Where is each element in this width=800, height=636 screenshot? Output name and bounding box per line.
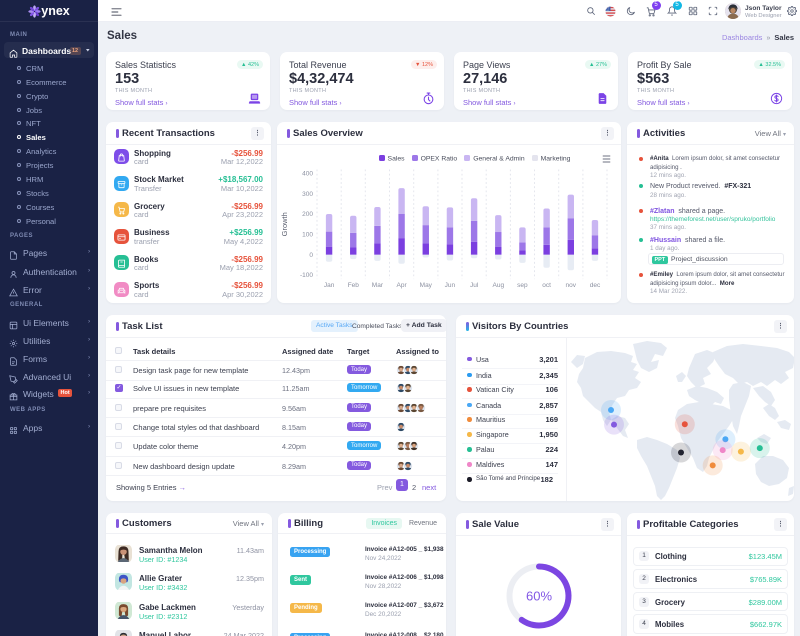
svg-text:nov: nov — [566, 282, 577, 289]
svg-text:dec: dec — [590, 282, 601, 289]
svg-text:Jul: Jul — [470, 282, 479, 289]
svg-text:Aug: Aug — [493, 282, 505, 289]
svg-text:Apr: Apr — [397, 282, 408, 289]
svg-text:oct: oct — [542, 282, 551, 289]
svg-text:Mar: Mar — [372, 282, 384, 289]
svg-text:sep: sep — [517, 282, 528, 289]
svg-text:0: 0 — [309, 252, 313, 259]
svg-text:Growth: Growth — [280, 212, 289, 236]
svg-text:Jun: Jun — [445, 282, 456, 289]
svg-text:May: May — [420, 282, 433, 289]
svg-text:Feb: Feb — [348, 282, 360, 289]
svg-text:300: 300 — [302, 191, 313, 198]
svg-text:400: 400 — [302, 171, 313, 178]
svg-text:60%: 60% — [526, 589, 552, 604]
svg-text:100: 100 — [302, 232, 313, 239]
svg-text:Jan: Jan — [324, 282, 335, 289]
svg-text:-100: -100 — [300, 272, 313, 279]
svg-text:200: 200 — [302, 211, 313, 218]
